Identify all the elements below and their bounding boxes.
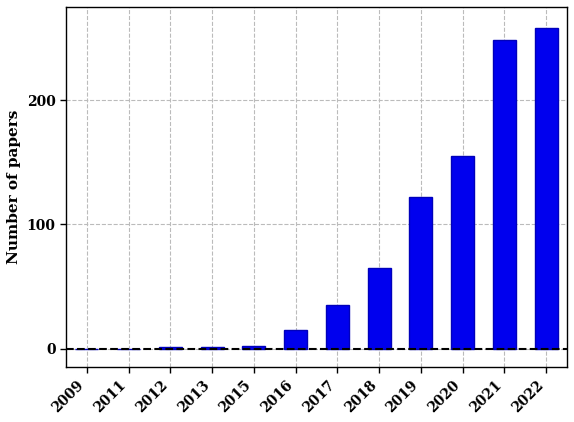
Bar: [326, 305, 349, 349]
Bar: [367, 268, 391, 349]
Y-axis label: Number of papers: Number of papers: [7, 110, 21, 264]
Bar: [451, 156, 474, 349]
Bar: [242, 346, 265, 349]
Bar: [493, 41, 516, 349]
Bar: [409, 197, 432, 349]
Bar: [200, 347, 223, 349]
Bar: [535, 28, 558, 349]
Bar: [284, 330, 307, 349]
Bar: [159, 347, 182, 349]
